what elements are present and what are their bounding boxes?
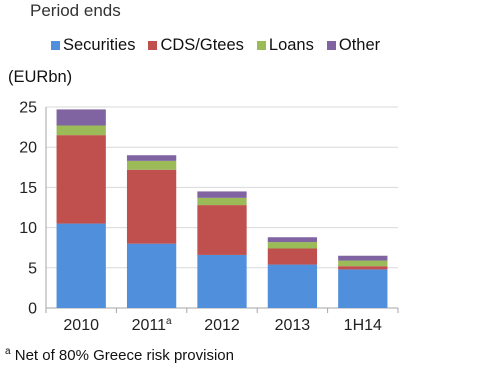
bar-other-1h14 [338, 255, 388, 261]
legend-swatch [256, 41, 266, 50]
bar-cds-gtees-2013 [267, 248, 318, 265]
bar-other-2013 [267, 237, 318, 243]
y-tick-label: 5 [28, 260, 37, 277]
bar-other-2012 [197, 191, 247, 198]
bar-securities-2012 [197, 254, 247, 308]
bar-securities-2010 [56, 223, 106, 308]
bar-cds-gtees-1h14 [338, 266, 388, 270]
legend-item-cds-gtees: CDS/Gtees [148, 36, 244, 55]
legend-swatch [51, 41, 60, 50]
legend: Securities CDS/Gtees Loans Other [51, 36, 393, 55]
x-tick-label: 1H14 [344, 317, 382, 334]
footnote: a Net of 80% Greece risk provision [5, 346, 234, 364]
x-tick-label: 2012 [204, 317, 240, 334]
chart-title: Period ends [30, 1, 121, 20]
bar-other-2010 [56, 109, 106, 126]
legend-label: CDS/Gtees [160, 36, 244, 54]
x-tick-label: 2010 [63, 317, 99, 334]
bar-loans-2013 [267, 242, 318, 249]
legend-item-loans: Loans [256, 36, 314, 55]
footnote-text: Net of 80% Greece risk provision [14, 347, 234, 364]
bar-securities-2013 [267, 264, 318, 308]
y-tick-label: 10 [19, 220, 37, 237]
y-tick-label: 0 [28, 301, 37, 318]
bar-loans-2012 [197, 197, 247, 206]
bar-cds-gtees-2012 [197, 205, 247, 255]
footnote-marker: a [5, 346, 11, 357]
y-tick-label: 15 [19, 180, 37, 197]
bar-loans-2011 [126, 160, 177, 170]
bar-other-2011 [126, 155, 177, 161]
legend-label: Securities [63, 36, 136, 54]
legend-swatch [148, 41, 158, 50]
legend-item-securities: Securities [51, 36, 135, 55]
legend-label: Other [338, 36, 381, 54]
bar-securities-2011 [126, 243, 177, 308]
bar-securities-1h14 [338, 269, 388, 308]
unit-label: (EURbn) [8, 68, 73, 86]
bar-loans-1h14 [338, 260, 388, 267]
legend-swatch [326, 41, 336, 50]
x-tick-label: 2013 [275, 317, 311, 334]
bar-cds-gtees-2011 [126, 169, 177, 244]
x-tick-label: 2011a [132, 316, 172, 334]
bar-cds-gtees-2010 [56, 135, 106, 224]
y-tick-label: 25 [19, 100, 37, 117]
y-tick-label: 20 [19, 140, 37, 157]
legend-label: Loans [268, 36, 314, 54]
legend-item-other: Other [326, 36, 381, 55]
bar-loans-2010 [56, 125, 106, 136]
